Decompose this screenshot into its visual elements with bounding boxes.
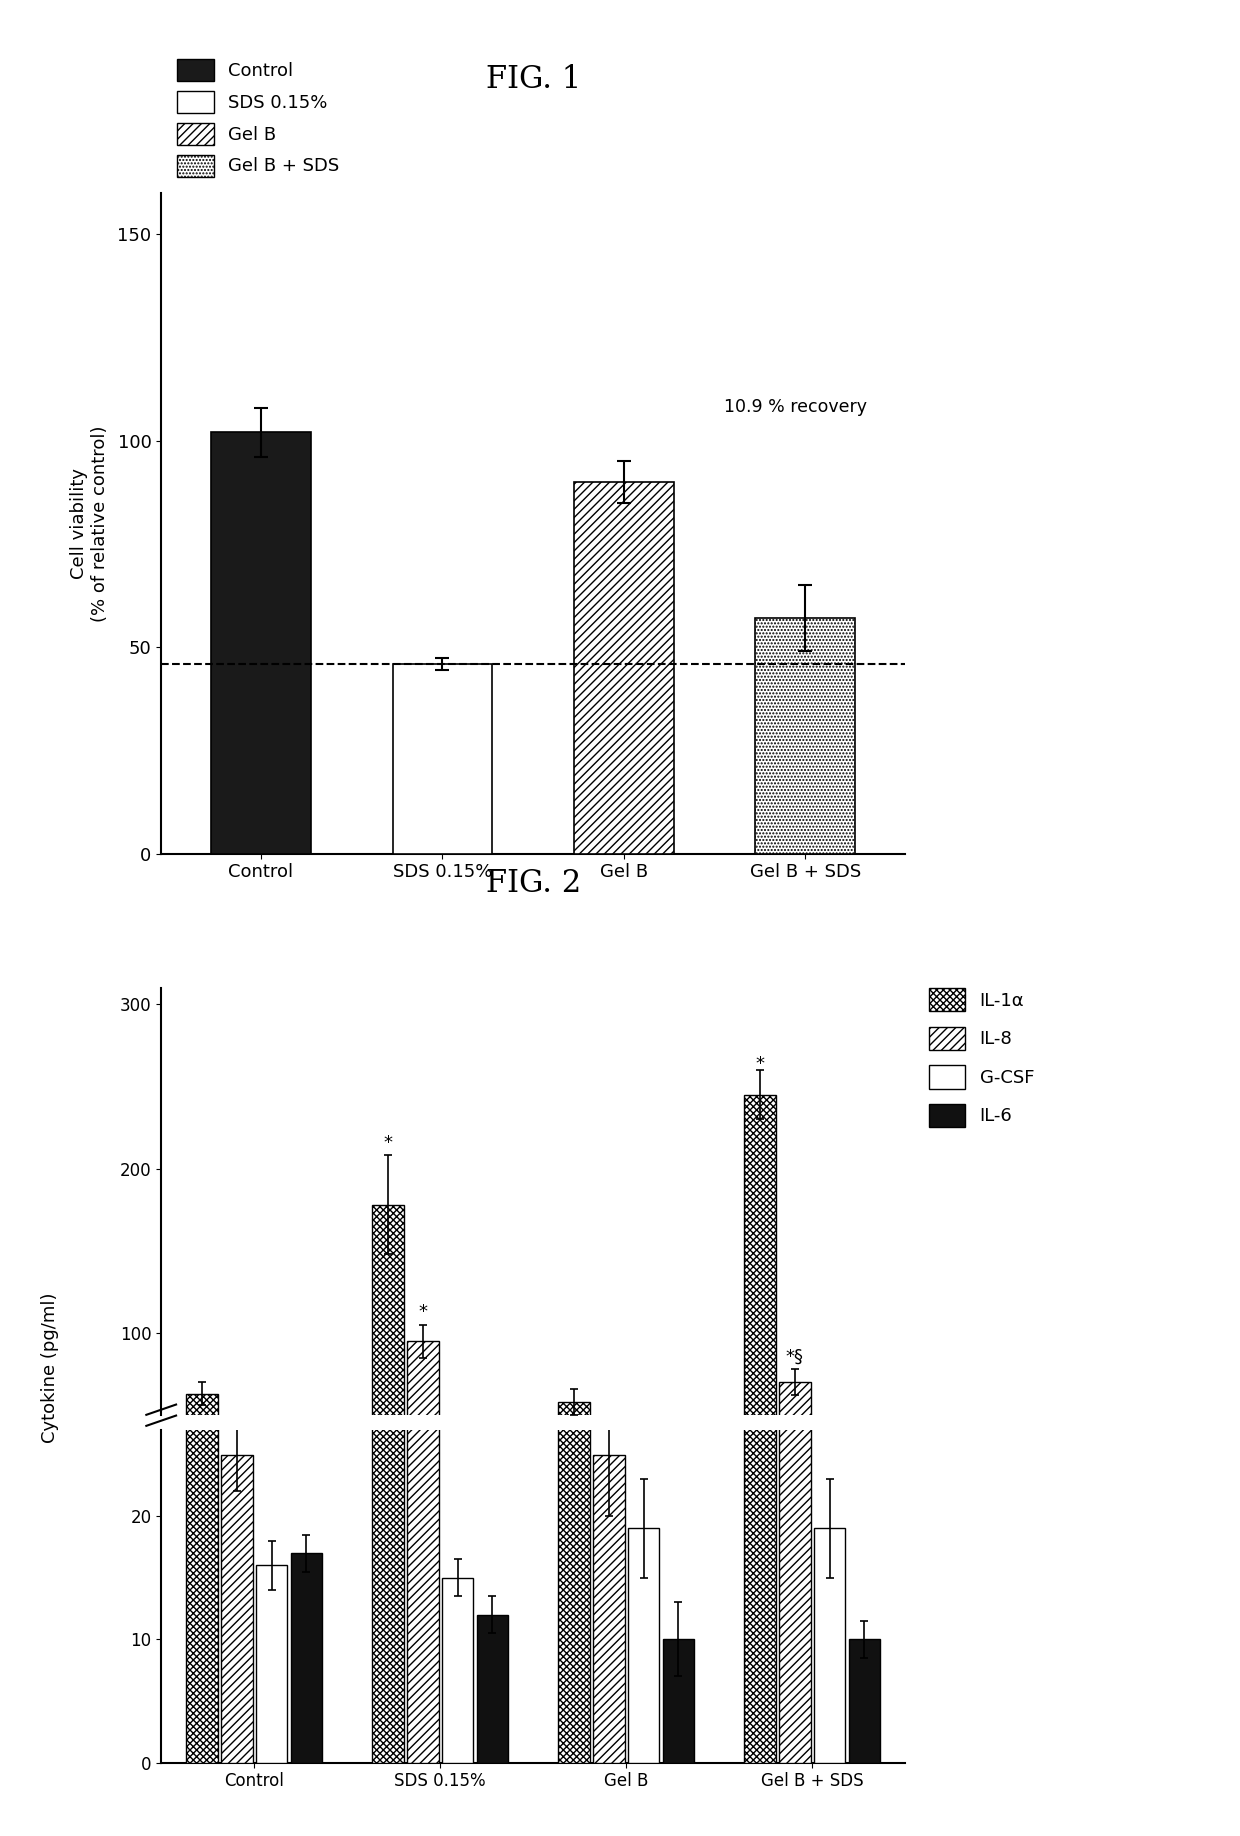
Text: *: * <box>383 1135 393 1153</box>
Bar <box>186 1394 218 1498</box>
Bar <box>558 1403 590 1498</box>
Bar <box>848 1482 880 1498</box>
Text: FIG. 1: FIG. 1 <box>486 64 580 95</box>
Bar <box>574 481 673 854</box>
Legend: Control, SDS 0.15%, Gel B, Gel B + SDS: Control, SDS 0.15%, Gel B, Gel B + SDS <box>170 51 346 184</box>
Bar <box>441 1577 474 1763</box>
Bar <box>558 1048 590 1763</box>
Bar <box>372 1204 404 1498</box>
Y-axis label: Cell viability
(% of relative control): Cell viability (% of relative control) <box>71 424 109 622</box>
Bar <box>779 1383 811 1498</box>
Bar <box>662 1640 694 1763</box>
Bar <box>744 0 776 1763</box>
Bar <box>186 986 218 1763</box>
Legend: IL-1α, IL-8, G-CSF, IL-6: IL-1α, IL-8, G-CSF, IL-6 <box>929 988 1034 1127</box>
Bar <box>372 0 404 1763</box>
Bar <box>393 663 492 854</box>
Bar <box>813 1467 846 1498</box>
Bar <box>662 1482 694 1498</box>
Bar <box>407 591 439 1763</box>
Bar <box>211 431 311 854</box>
Bar <box>755 619 856 854</box>
Text: 10.9 % recovery: 10.9 % recovery <box>724 398 867 415</box>
Bar <box>290 1553 322 1763</box>
Bar <box>476 1614 508 1763</box>
Text: *§: *§ <box>786 1348 804 1366</box>
Bar <box>627 1467 660 1498</box>
Bar <box>290 1469 322 1498</box>
Text: Cytokine (pg/ml): Cytokine (pg/ml) <box>41 1293 58 1443</box>
Bar <box>441 1472 474 1498</box>
Bar <box>779 900 811 1763</box>
Bar <box>407 1342 439 1498</box>
Bar <box>255 1566 288 1763</box>
Bar <box>593 1454 625 1763</box>
Text: *: * <box>755 1056 765 1074</box>
Bar <box>813 1528 846 1763</box>
Bar <box>627 1528 660 1763</box>
Bar <box>848 1640 880 1763</box>
Bar <box>221 1454 253 1763</box>
Bar <box>221 1456 253 1498</box>
Bar <box>593 1456 625 1498</box>
Text: *: * <box>418 1304 428 1322</box>
Bar <box>744 1094 776 1498</box>
Text: FIG. 2: FIG. 2 <box>486 868 580 900</box>
Bar <box>255 1471 288 1498</box>
Bar <box>476 1478 508 1498</box>
